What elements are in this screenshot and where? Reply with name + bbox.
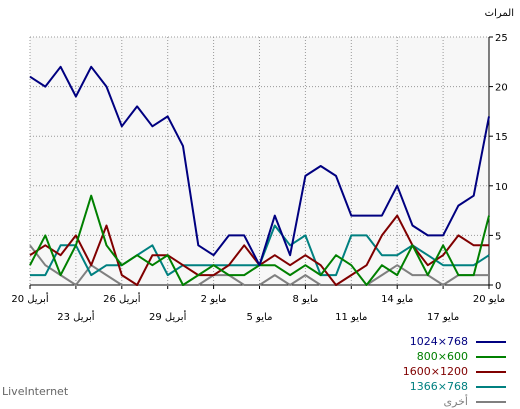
tick-labels: 0 5 10 15 20 25 20 أبريل 26 أبريل 2 مايو 8 مايو 14… [11,33,507,323]
y-axis-title: المرات [485,8,514,19]
legend-swatch [476,370,506,373]
x-tick-label: 14 مايو [381,294,413,305]
legend-item: 1024×768 [403,334,506,349]
x-tick-label: 23 أبريل [57,310,95,323]
x-tick-label: 26 أبريل [103,292,141,305]
legend-swatch [476,355,506,358]
series-lines [29,65,490,286]
legend-item: أخرى [403,394,506,409]
x-tick-label: 2 مايو [201,294,227,305]
legend-label: 1600×1200 [402,365,468,378]
legend-item: 800×600 [403,349,506,364]
y-tick-label: 0 [495,281,501,292]
watermark: LiveInternet [2,385,69,398]
legend-item: 1366×768 [403,379,506,394]
x-tick-label: 20 أبريل [11,292,49,305]
legend-item: 1600×1200 [403,364,506,379]
legend-label: 1366×768 [409,380,468,393]
x-tick-label: 8 مايو [292,294,318,305]
legend: 1024×768 800×600 1600×1200 1366×768 أخرى [403,334,506,409]
legend-label: أخرى [443,395,468,408]
series-line [29,244,489,286]
y-tick-label: 20 [495,83,508,94]
x-tick-label: 20 مايو [473,294,505,305]
y-tick-label: 15 [495,132,508,143]
legend-swatch [476,385,506,388]
y-tick-label: 10 [495,182,508,193]
x-tick-label: 11 مايو [335,312,367,323]
legend-label: 800×600 [416,350,468,363]
legend-label: 1024×768 [409,335,468,348]
x-tick-label: 17 مايو [427,312,459,323]
legend-swatch [476,340,506,343]
y-tick-label: 5 [495,231,501,242]
series-line [29,65,490,267]
x-tick-label: 5 مايو [247,312,273,323]
legend-swatch [476,400,506,403]
x-tick-label: 29 أبريل [149,310,187,323]
y-tick-label: 25 [495,33,508,44]
